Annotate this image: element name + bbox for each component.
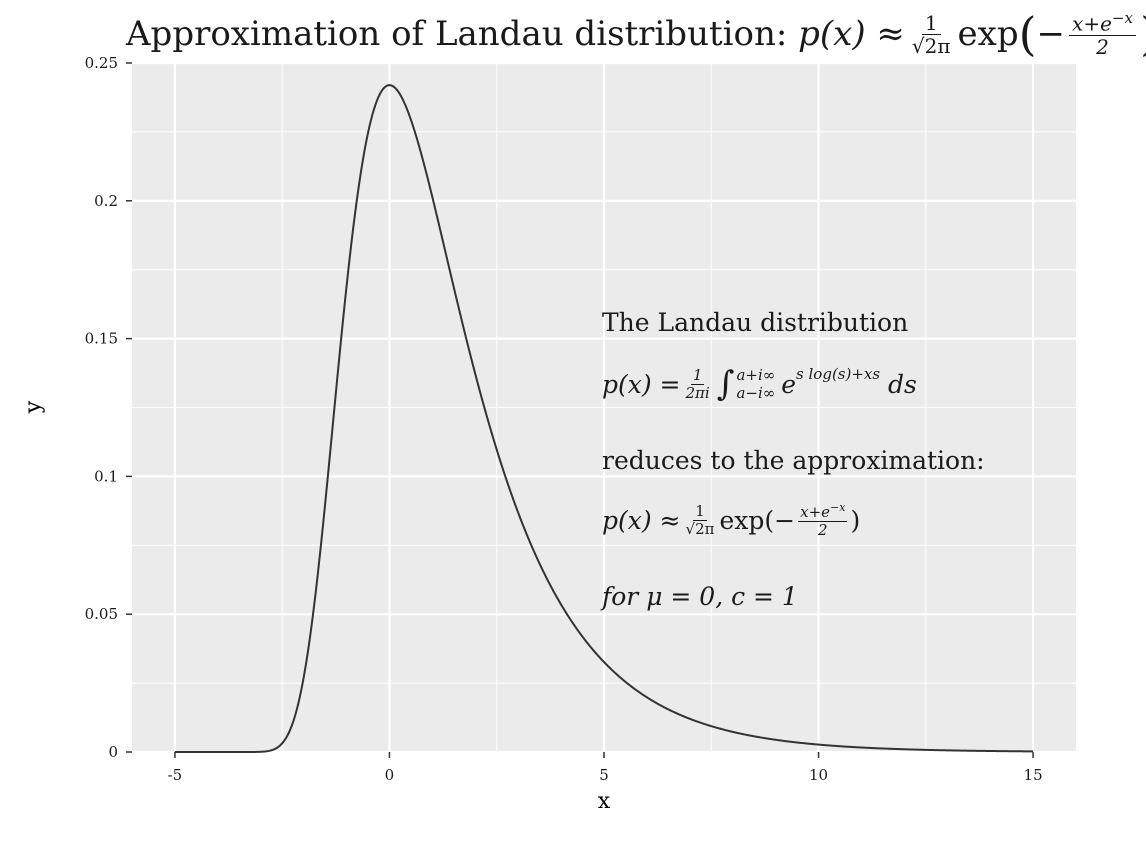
annotation-l2-upper: a+i∞ [736,366,776,384]
annotation-l2-lower: a−i∞ [736,384,776,402]
annotation-l4-open: ( [764,505,775,535]
x-tick-label: 5 [599,766,609,784]
annotation-l2-sup: s log(s)+xs [796,364,881,383]
y-tick-label: 0.1 [94,467,118,485]
annotation-l4-inner-den: 2 [818,520,828,539]
annotation-l4-frac-num: 1 [693,502,707,521]
title-lead: Approximation of Landau distribution: [126,14,788,54]
x-axis-label: x [598,789,611,814]
annotation-l4-lhs: p(x) ≈ [602,505,681,535]
annotation-l4-inner-num: x+e [800,503,831,521]
annotation-l4-inner-fraction: x+e−x 2 [798,501,848,539]
title-lhs: p(x) ≈ [798,14,905,54]
annotation-line-5: for μ = 0, c = 1 [602,582,798,611]
annotation-l2-lhs: p(x) = [602,369,681,399]
series-line-landau [174,84,1034,753]
y-tick-label: 0.2 [94,192,118,210]
title-frac-num: 1 [921,12,941,35]
title-inner-num: x+e [1072,11,1112,36]
x-tick-label: 15 [1024,766,1043,784]
annotation-l4-fraction: 1 √2π [684,503,717,537]
x-tick-label: -5 [168,766,183,784]
annotation-l2-frac-num: 1 [690,366,705,385]
annotation-l4-inner-sup: −x [830,501,846,514]
y-axis-label: y [21,400,46,414]
annotation-line-3: reduces to the approximation: [602,446,985,475]
y-tick-label: 0.05 [85,605,118,623]
y-tick-label: 0 [108,743,118,761]
x-tick-label: 10 [809,766,828,784]
annotation-l4-exp: exp [719,505,765,535]
annotation-l2-limits: a+i∞ a−i∞ [736,366,775,402]
title-close-paren: ) [1140,11,1146,57]
title-inner-den: 2 [1096,34,1109,59]
chart-title: Approximation of Landau distribution: p(… [126,6,1146,62]
annotation-l4-minus: − [774,505,796,535]
annotation-l4-close: ) [850,505,861,535]
y-axis-ticks: 0 0.05 0.1 0.15 0.2 0.25 [85,54,132,761]
x-tick-label: 0 [385,766,395,784]
annotation-l2-base: e [781,369,797,399]
annotation-line-4: p(x) ≈ 1 √2π exp ( − x+e−x 2 ) [602,501,861,539]
title-inner-sup: −x [1111,9,1133,28]
annotation-l2-frac-den: 2πi [685,383,710,402]
title-open-paren: ( [1018,7,1037,61]
annotation-l4-frac-den: √2π [685,519,715,538]
title-inner-fraction: x+e−x 2 [1069,10,1136,58]
annotation-l2-fraction: 1 2πi [684,367,712,401]
title-fraction: 1 √2π [909,12,954,57]
annotation-l2-integral: ∫ [716,364,735,404]
annotation-line-1: The Landau distribution [602,308,909,337]
y-tick-label: 0.15 [85,330,118,348]
title-minus: − [1036,14,1066,54]
title-frac-den: √2π [911,33,951,58]
y-tick-label: 0.25 [85,54,118,72]
title-exp: exp [957,14,1019,54]
x-axis-ticks: -5 0 5 10 15 [168,752,1043,784]
annotation-l2-ds: ds [888,369,917,399]
